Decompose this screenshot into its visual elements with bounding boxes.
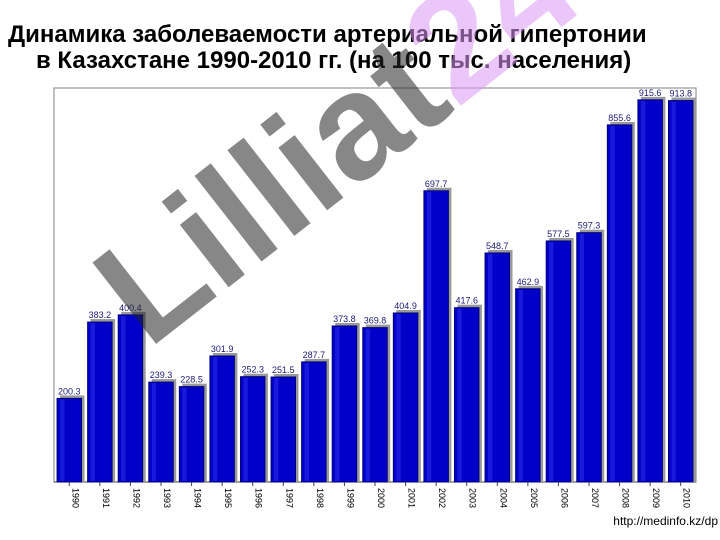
- bar-highlight: [121, 315, 126, 481]
- x-tick-label: 1992: [131, 488, 141, 508]
- data-label: 252.3: [241, 365, 264, 375]
- data-label: 200.3: [58, 386, 81, 396]
- chart-title-line-1: Динамика заболеваемости артериальной гип…: [8, 22, 647, 48]
- data-label: 239.3: [150, 370, 173, 380]
- bar-highlight: [182, 387, 187, 481]
- x-tick-label: 1993: [162, 488, 172, 508]
- bar-highlight: [426, 191, 432, 482]
- x-tick-label: 2002: [437, 488, 447, 508]
- bar-highlight: [640, 100, 646, 482]
- data-label: 462.9: [517, 277, 540, 287]
- bar-highlight: [365, 328, 371, 481]
- data-label: 548.7: [486, 241, 509, 251]
- x-tick-label: 2004: [498, 488, 508, 508]
- x-tick-label: 1997: [284, 488, 294, 508]
- x-tick-label: 2008: [621, 488, 631, 508]
- data-label: 400.4: [119, 303, 142, 313]
- bar-highlight: [518, 289, 523, 481]
- x-tick-label: 1995: [223, 488, 233, 508]
- x-tick-label: 1998: [315, 488, 325, 508]
- data-label: 577.5: [547, 229, 570, 239]
- data-label: 369.8: [364, 316, 387, 326]
- data-label: 417.6: [455, 296, 478, 306]
- x-tick-label: 2000: [376, 488, 386, 508]
- x-tick-label: 2005: [529, 488, 539, 508]
- data-label: 373.8: [333, 314, 356, 324]
- chart-title: Динамика заболеваемости артериальной гип…: [0, 22, 720, 74]
- bar-highlight: [243, 377, 248, 481]
- x-tick-label: 1996: [254, 488, 264, 508]
- bar-highlight: [457, 308, 462, 481]
- bar-highlight: [549, 241, 554, 481]
- bar-highlight: [335, 326, 340, 481]
- x-tick-label: 2003: [468, 488, 478, 508]
- bar-highlight: [671, 101, 676, 481]
- data-label: 697.7: [425, 179, 448, 189]
- data-label: 301.9: [211, 344, 234, 354]
- data-label: 228.5: [180, 375, 203, 385]
- bar-highlight: [59, 399, 65, 481]
- x-tick-label: 2006: [559, 488, 569, 508]
- bar-highlight: [273, 378, 279, 481]
- x-tick-label: 1991: [101, 488, 111, 508]
- data-label: 404.9: [394, 301, 417, 311]
- source-url: http://medinfo.kz/dp: [613, 514, 718, 528]
- x-tick-label: 2009: [651, 488, 661, 508]
- bar-highlight: [90, 323, 95, 481]
- x-tick-label: 1990: [70, 488, 80, 508]
- bar-highlight: [487, 253, 493, 481]
- bar-highlight: [304, 362, 309, 481]
- data-label: 855.6: [608, 113, 631, 123]
- x-tick-label: 2001: [407, 488, 417, 508]
- bar-highlight: [610, 125, 615, 481]
- bar-highlight: [579, 233, 585, 481]
- x-tick-label: 2010: [682, 488, 692, 508]
- data-label: 383.2: [89, 310, 112, 320]
- data-label: 251.5: [272, 365, 295, 375]
- chart-title-line-2: в Казахстане 1990-2010 гг. (на 100 тыс. …: [36, 47, 632, 74]
- x-tick-label: 2007: [590, 488, 600, 508]
- bar-highlight: [212, 356, 218, 481]
- bar-highlight: [396, 313, 401, 481]
- data-label: 915.6: [639, 88, 662, 98]
- data-label: 287.7: [303, 350, 326, 360]
- data-label: 913.8: [669, 89, 692, 99]
- x-tick-label: 1999: [345, 488, 355, 508]
- x-tick-label: 1994: [193, 488, 203, 508]
- bar-highlight: [151, 383, 157, 481]
- data-label: 597.3: [578, 221, 601, 231]
